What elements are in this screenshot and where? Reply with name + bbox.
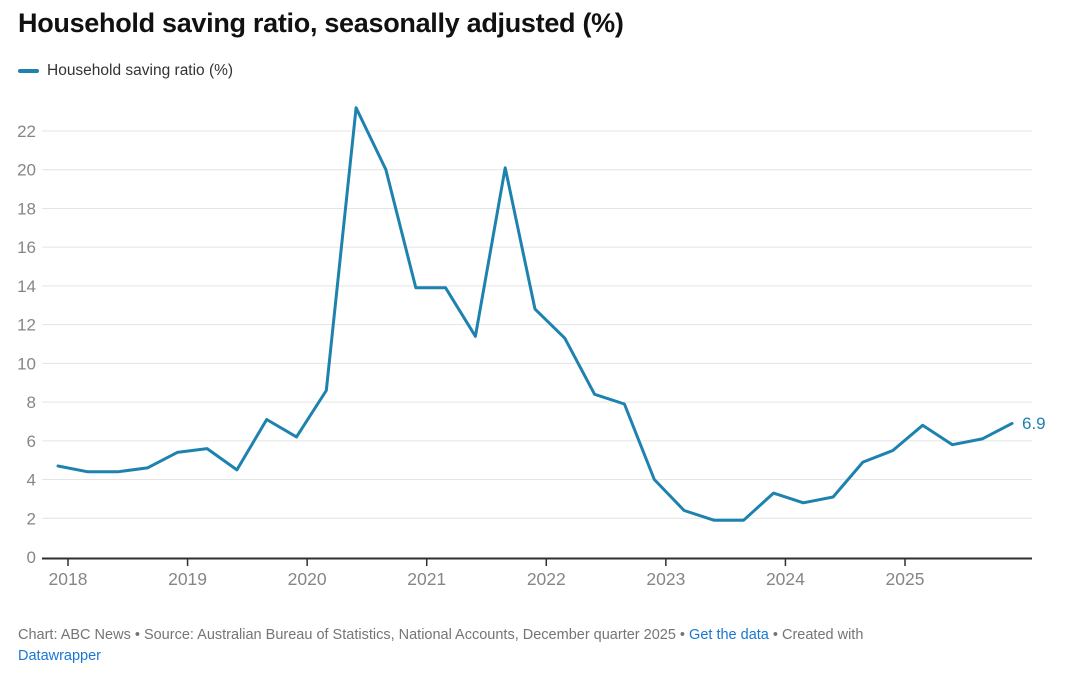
y-tick-label: 12 (17, 316, 36, 335)
x-tick-label: 2025 (886, 569, 925, 589)
get-the-data-link[interactable]: Get the data (689, 627, 769, 643)
attribution-line-2: Datawrapper (18, 648, 101, 664)
attribution-footer: Chart: ABC News • Source: Australian Bur… (18, 625, 1068, 666)
y-tick-label: 0 (27, 548, 36, 567)
x-tick-label: 2018 (49, 569, 88, 589)
y-tick-label: 18 (17, 199, 36, 218)
x-tick-label: 2022 (527, 569, 566, 589)
saving-ratio-line (56, 106, 1014, 522)
y-tick-label: 4 (27, 471, 36, 490)
x-tick-label: 2023 (646, 569, 685, 589)
y-tick-label: 22 (17, 122, 36, 141)
legend: Household saving ratio (%) (18, 62, 233, 80)
y-tick-label: 14 (17, 277, 36, 296)
legend-line-swatch-icon (18, 69, 39, 73)
attribution-text: Chart: ABC News • Source: Australian Bur… (18, 627, 690, 643)
legend-item-label: Household saving ratio (%) (47, 62, 234, 79)
page-title: Household saving ratio, seasonally adjus… (18, 8, 624, 38)
x-tick-label: 2024 (766, 569, 805, 589)
y-tick-label: 20 (17, 161, 36, 180)
x-tick-label: 2019 (168, 569, 207, 589)
datawrapper-link[interactable]: Datawrapper (18, 647, 102, 664)
y-tick-label: 8 (27, 393, 36, 412)
x-tick-label: 2021 (407, 569, 446, 589)
y-tick-label: 2 (27, 509, 36, 528)
attribution-text: • Created with (768, 627, 864, 643)
attribution-line-1: Chart: ABC News • Source: Australian Bur… (18, 627, 863, 643)
y-tick-label: 16 (17, 238, 36, 257)
end-value-label: 6.9 (1022, 414, 1046, 433)
x-tick-label: 2020 (288, 569, 327, 589)
y-tick-label: 6 (27, 432, 36, 451)
y-tick-label: 10 (17, 354, 36, 373)
